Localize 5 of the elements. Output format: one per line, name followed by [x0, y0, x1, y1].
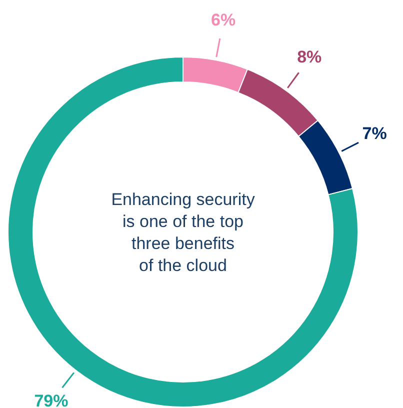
data-label: 6% — [211, 10, 236, 30]
text: Enhancing security is one of the top three benefits of the cloud — [111, 190, 256, 275]
data-label: 7% — [362, 124, 387, 143]
data-label: 8% — [297, 48, 322, 67]
data-label: 79% — [34, 391, 68, 408]
